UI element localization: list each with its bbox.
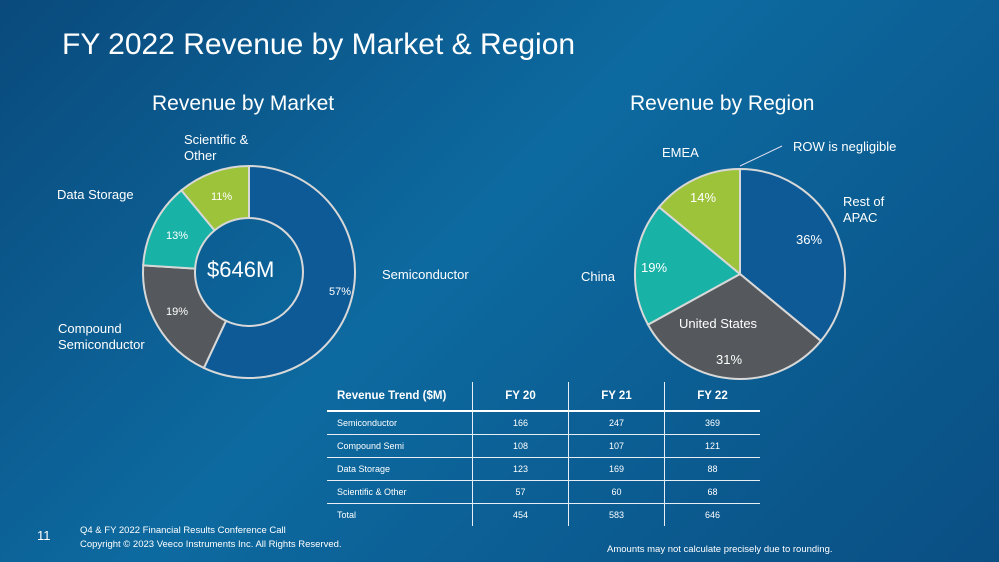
footer-line: Q4 & FY 2022 Financial Results Conferenc…: [80, 525, 286, 536]
donut-center-label: $646M: [207, 257, 275, 282]
slice-label: 31%: [716, 352, 743, 367]
table-cell: 646: [664, 503, 760, 526]
table-header: FY 21: [568, 382, 665, 412]
row-annotation: ROW is negligible: [793, 139, 897, 154]
table-cell: 454: [472, 503, 569, 526]
label-emea: EMEA: [662, 145, 699, 160]
label-china: China: [581, 269, 615, 284]
label-line: Rest of: [843, 194, 885, 209]
label-line: Scientific &: [184, 132, 249, 147]
table-cell: 247: [568, 411, 665, 435]
table-cell: Total: [337, 510, 357, 520]
label-line: Compound: [58, 321, 122, 336]
slice-united-states: [646, 272, 823, 380]
slice-label: 19%: [641, 260, 668, 275]
rounding-note: Amounts may not calculate precisely due …: [607, 544, 833, 555]
table-cell: 166: [472, 411, 569, 435]
label-line: Semiconductor: [58, 337, 145, 352]
slice-semiconductor: [202, 164, 356, 379]
table-cell: 68: [664, 480, 760, 504]
table-cell: 123: [472, 457, 569, 481]
table-cell: 121: [664, 434, 760, 458]
slice-label: 11%: [211, 191, 233, 203]
slice-label: 13%: [166, 230, 189, 242]
label-united-states: United States: [679, 316, 758, 331]
label-scientific: Scientific & Other: [184, 132, 248, 164]
page-number: 11: [37, 528, 51, 543]
footer-line: Copyright © 2023 Veeco Instruments Inc. …: [80, 539, 342, 550]
row-leader-line: [739, 145, 783, 167]
table-cell: 88: [664, 457, 760, 481]
table-cell: Compound Semi: [327, 434, 473, 458]
table-header: FY 22: [664, 382, 760, 412]
region-chart-title: Revenue by Region: [630, 92, 815, 115]
slice-label: 57%: [329, 286, 352, 298]
page-title: FY 2022 Revenue by Market & Region: [62, 28, 576, 61]
table-row: Data Storage 123 169 88: [327, 457, 760, 481]
table-row: Semiconductor 166 247 369: [327, 411, 760, 435]
table-header: FY 20: [472, 382, 569, 412]
slice-scientific-other: [180, 164, 250, 232]
slice-emea: [657, 167, 741, 277]
table-cell: 583: [568, 503, 665, 526]
table-header-row: Revenue Trend ($M) FY 20 FY 21 FY 22: [327, 382, 760, 412]
revenue-trend-table: Revenue Trend ($M) FY 20 FY 21 FY 22 Sem…: [327, 382, 760, 526]
table-row: Scientific & Other 57 60 68: [327, 480, 760, 504]
table-row: Total 454 583 646: [327, 503, 760, 526]
table-header: Revenue Trend ($M): [327, 382, 473, 412]
label-line: Other: [184, 148, 217, 163]
label-data-storage: Data Storage: [57, 187, 134, 202]
table-cell: 60: [568, 480, 665, 504]
slice-rest-of-apac: [739, 167, 846, 343]
table-cell: 108: [472, 434, 569, 458]
label-semiconductor: Semiconductor: [382, 267, 469, 282]
table-cell: 107: [568, 434, 665, 458]
slice-label: 36%: [796, 232, 823, 247]
table-cell: 57: [472, 480, 569, 504]
slice-label: 19%: [166, 306, 189, 318]
table-cell: Data Storage: [327, 457, 473, 481]
table-cell: Scientific & Other: [327, 480, 473, 504]
label-line: APAC: [843, 210, 878, 225]
market-chart-title: Revenue by Market: [152, 92, 335, 115]
slice-china: [634, 205, 742, 326]
footer-text: Q4 & FY 2022 Financial Results Conferenc…: [80, 524, 342, 552]
table-cell: 169: [568, 457, 665, 481]
slice-label: 14%: [690, 190, 717, 205]
table-row: Compound Semi 108 107 121: [327, 434, 760, 458]
label-compound: Compound Semiconductor: [58, 321, 145, 353]
label-rest-of-apac: Rest of APAC: [843, 194, 884, 226]
table-cell: Semiconductor: [327, 411, 473, 435]
table-cell: 369: [664, 411, 760, 435]
